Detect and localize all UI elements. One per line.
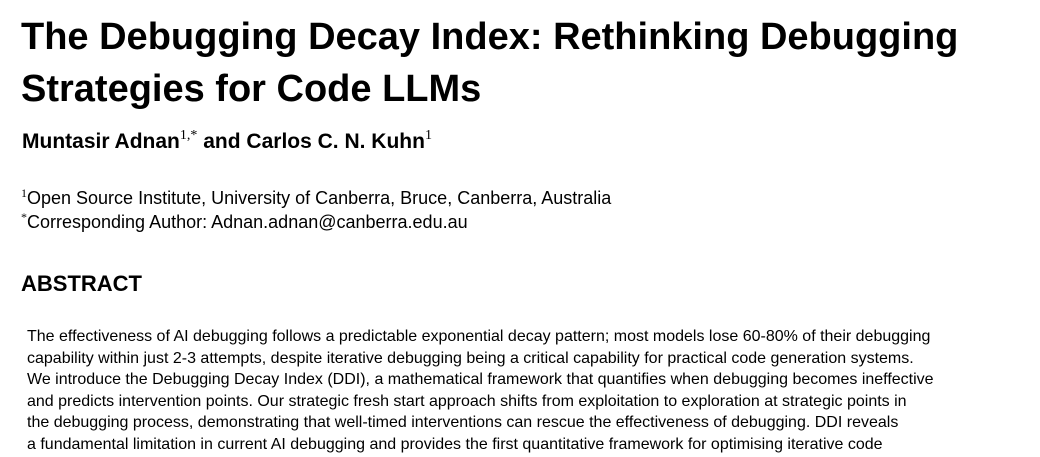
affiliation-mark: 1 — [21, 186, 27, 200]
abstract-line: and predicts intervention points. Our st… — [27, 392, 907, 410]
abstract-body: The effectiveness of AI debugging follow… — [27, 326, 1019, 456]
abstract-line: capability within just 2-3 attempts, des… — [27, 349, 914, 367]
author-conjunction: and — [203, 130, 241, 153]
author-name: Muntasir Adnan — [22, 130, 180, 153]
abstract-line: We introduce the Debugging Decay Index (… — [27, 371, 934, 389]
affiliation-text: Open Source Institute, University of Can… — [27, 188, 612, 208]
abstract-line: the debugging process, demonstrating tha… — [27, 414, 899, 432]
author-affiliation-mark: 1,* — [179, 128, 198, 143]
author-line: Muntasir Adnan1,* and Carlos C. N. Kuhn1 — [22, 128, 432, 156]
affiliation-corresponding-author: *Corresponding Author: Adnan.adnan@canbe… — [21, 210, 468, 234]
affiliation-mark: * — [21, 210, 27, 224]
author-affiliation-mark: 1 — [424, 128, 432, 143]
abstract-line: a fundamental limitation in current AI d… — [27, 435, 883, 453]
author-name: Carlos C. N. Kuhn — [246, 130, 425, 153]
affiliation-institution: 1Open Source Institute, University of Ca… — [21, 186, 611, 210]
affiliation-text: Corresponding Author: Adnan.adnan@canber… — [27, 212, 468, 232]
abstract-line: The effectiveness of AI debugging follow… — [27, 328, 931, 345]
paper-title: The Debugging Decay Index: Rethinking De… — [21, 16, 959, 110]
abstract-heading: ABSTRACT — [21, 271, 142, 296]
